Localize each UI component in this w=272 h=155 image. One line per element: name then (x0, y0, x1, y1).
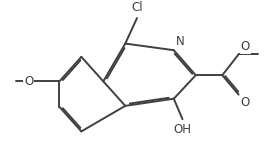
Text: O: O (241, 40, 250, 53)
Text: OH: OH (174, 123, 191, 136)
Text: O: O (24, 75, 33, 88)
Text: O: O (241, 96, 250, 109)
Text: Cl: Cl (131, 1, 143, 14)
Text: N: N (176, 35, 185, 48)
